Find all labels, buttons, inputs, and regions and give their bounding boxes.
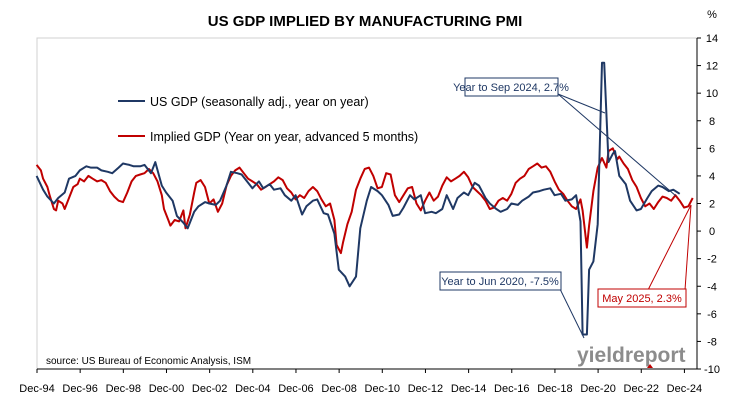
y-tick-label: 2 bbox=[709, 199, 715, 211]
y-tick-label: 6 bbox=[709, 143, 715, 155]
y-tick-label: 14 bbox=[706, 33, 718, 45]
x-tick-label: Dec-20 bbox=[580, 383, 615, 395]
y-tick-label: -2 bbox=[707, 254, 717, 266]
x-tick-label: Dec-16 bbox=[494, 383, 529, 395]
y-tick-label: 0 bbox=[709, 226, 715, 238]
annotation-leader-may2025 bbox=[647, 204, 692, 291]
x-tick-label: Dec-02 bbox=[192, 383, 227, 395]
annotation-box-may2025 bbox=[597, 288, 687, 308]
x-tick-label: Dec-00 bbox=[149, 383, 184, 395]
y-axis: -10 -8 -6 -4 -2 0 2 4 6 8 10 12 14 bbox=[696, 33, 720, 376]
x-tick-label: Dec-12 bbox=[408, 383, 443, 395]
annotation-may2025: May 2025, 2.3% bbox=[602, 293, 682, 305]
x-tick-label: Dec-14 bbox=[451, 383, 486, 395]
x-tick-label: Dec-94 bbox=[19, 383, 54, 395]
annotations: Year to Sep 2024, 2.7% Year to Jun 2020,… bbox=[439, 77, 692, 339]
annotation-jun2020: Year to Jun 2020, -7.5% bbox=[441, 276, 559, 288]
legend-label-us-gdp: US GDP (seasonally adj., year on year) bbox=[150, 95, 369, 109]
legend: US GDP (seasonally adj., year on year) I… bbox=[118, 95, 418, 144]
x-tick-label: Dec-10 bbox=[365, 383, 400, 395]
annotation-box-sep2024 bbox=[464, 77, 559, 97]
annotation-leader-sep2024 bbox=[557, 93, 677, 197]
x-tick-label: Dec-22 bbox=[624, 383, 659, 395]
y-tick-label: -4 bbox=[707, 281, 717, 293]
source-note: source: US Bureau of Economic Analysis, … bbox=[46, 356, 251, 367]
x-tick-label: Dec-18 bbox=[537, 383, 572, 395]
logo-text: yieldreport bbox=[577, 344, 686, 367]
logo-caret-icon bbox=[647, 364, 653, 368]
x-tick-label: Dec-08 bbox=[321, 383, 356, 395]
x-axis: Dec-94 Dec-96 Dec-98 Dec-00 Dec-02 Dec-04 Dec-… bbox=[19, 368, 702, 395]
series-layer bbox=[35, 61, 694, 336]
x-tick-label: Dec-98 bbox=[106, 383, 141, 395]
y-axis-unit: % bbox=[707, 9, 717, 21]
legend-label-implied-gdp: Implied GDP (Year on year, advanced 5 mo… bbox=[150, 130, 418, 144]
series-line-us-gdp bbox=[35, 61, 681, 336]
annotation-leader-may2025-b bbox=[684, 204, 692, 291]
x-tick-label: Dec-06 bbox=[278, 383, 313, 395]
annotation-box-jun2020 bbox=[439, 271, 562, 291]
annotation-leader-sep2024-b bbox=[557, 93, 606, 114]
chart-title: US GDP IMPLIED BY MANUFACTURING PMI bbox=[208, 13, 522, 30]
x-tick-label: Dec-04 bbox=[235, 383, 270, 395]
y-tick-label: 8 bbox=[709, 116, 715, 128]
y-tick-label: 12 bbox=[706, 61, 718, 73]
y-tick-label: -6 bbox=[707, 309, 717, 321]
annotation-sep2024: Year to Sep 2024, 2.7% bbox=[453, 82, 569, 94]
y-tick-label: -10 bbox=[704, 364, 720, 376]
series-line-implied-gdp bbox=[35, 147, 694, 255]
annotation-leader-jun2020 bbox=[559, 288, 585, 339]
yieldreport-logo: yieldreport bbox=[577, 344, 686, 368]
y-tick-label: -8 bbox=[707, 336, 717, 348]
y-tick-label: 4 bbox=[709, 171, 715, 183]
x-tick-label: Dec-96 bbox=[62, 383, 97, 395]
x-tick-label: Dec-24 bbox=[667, 383, 702, 395]
y-tick-label: 10 bbox=[706, 88, 718, 100]
